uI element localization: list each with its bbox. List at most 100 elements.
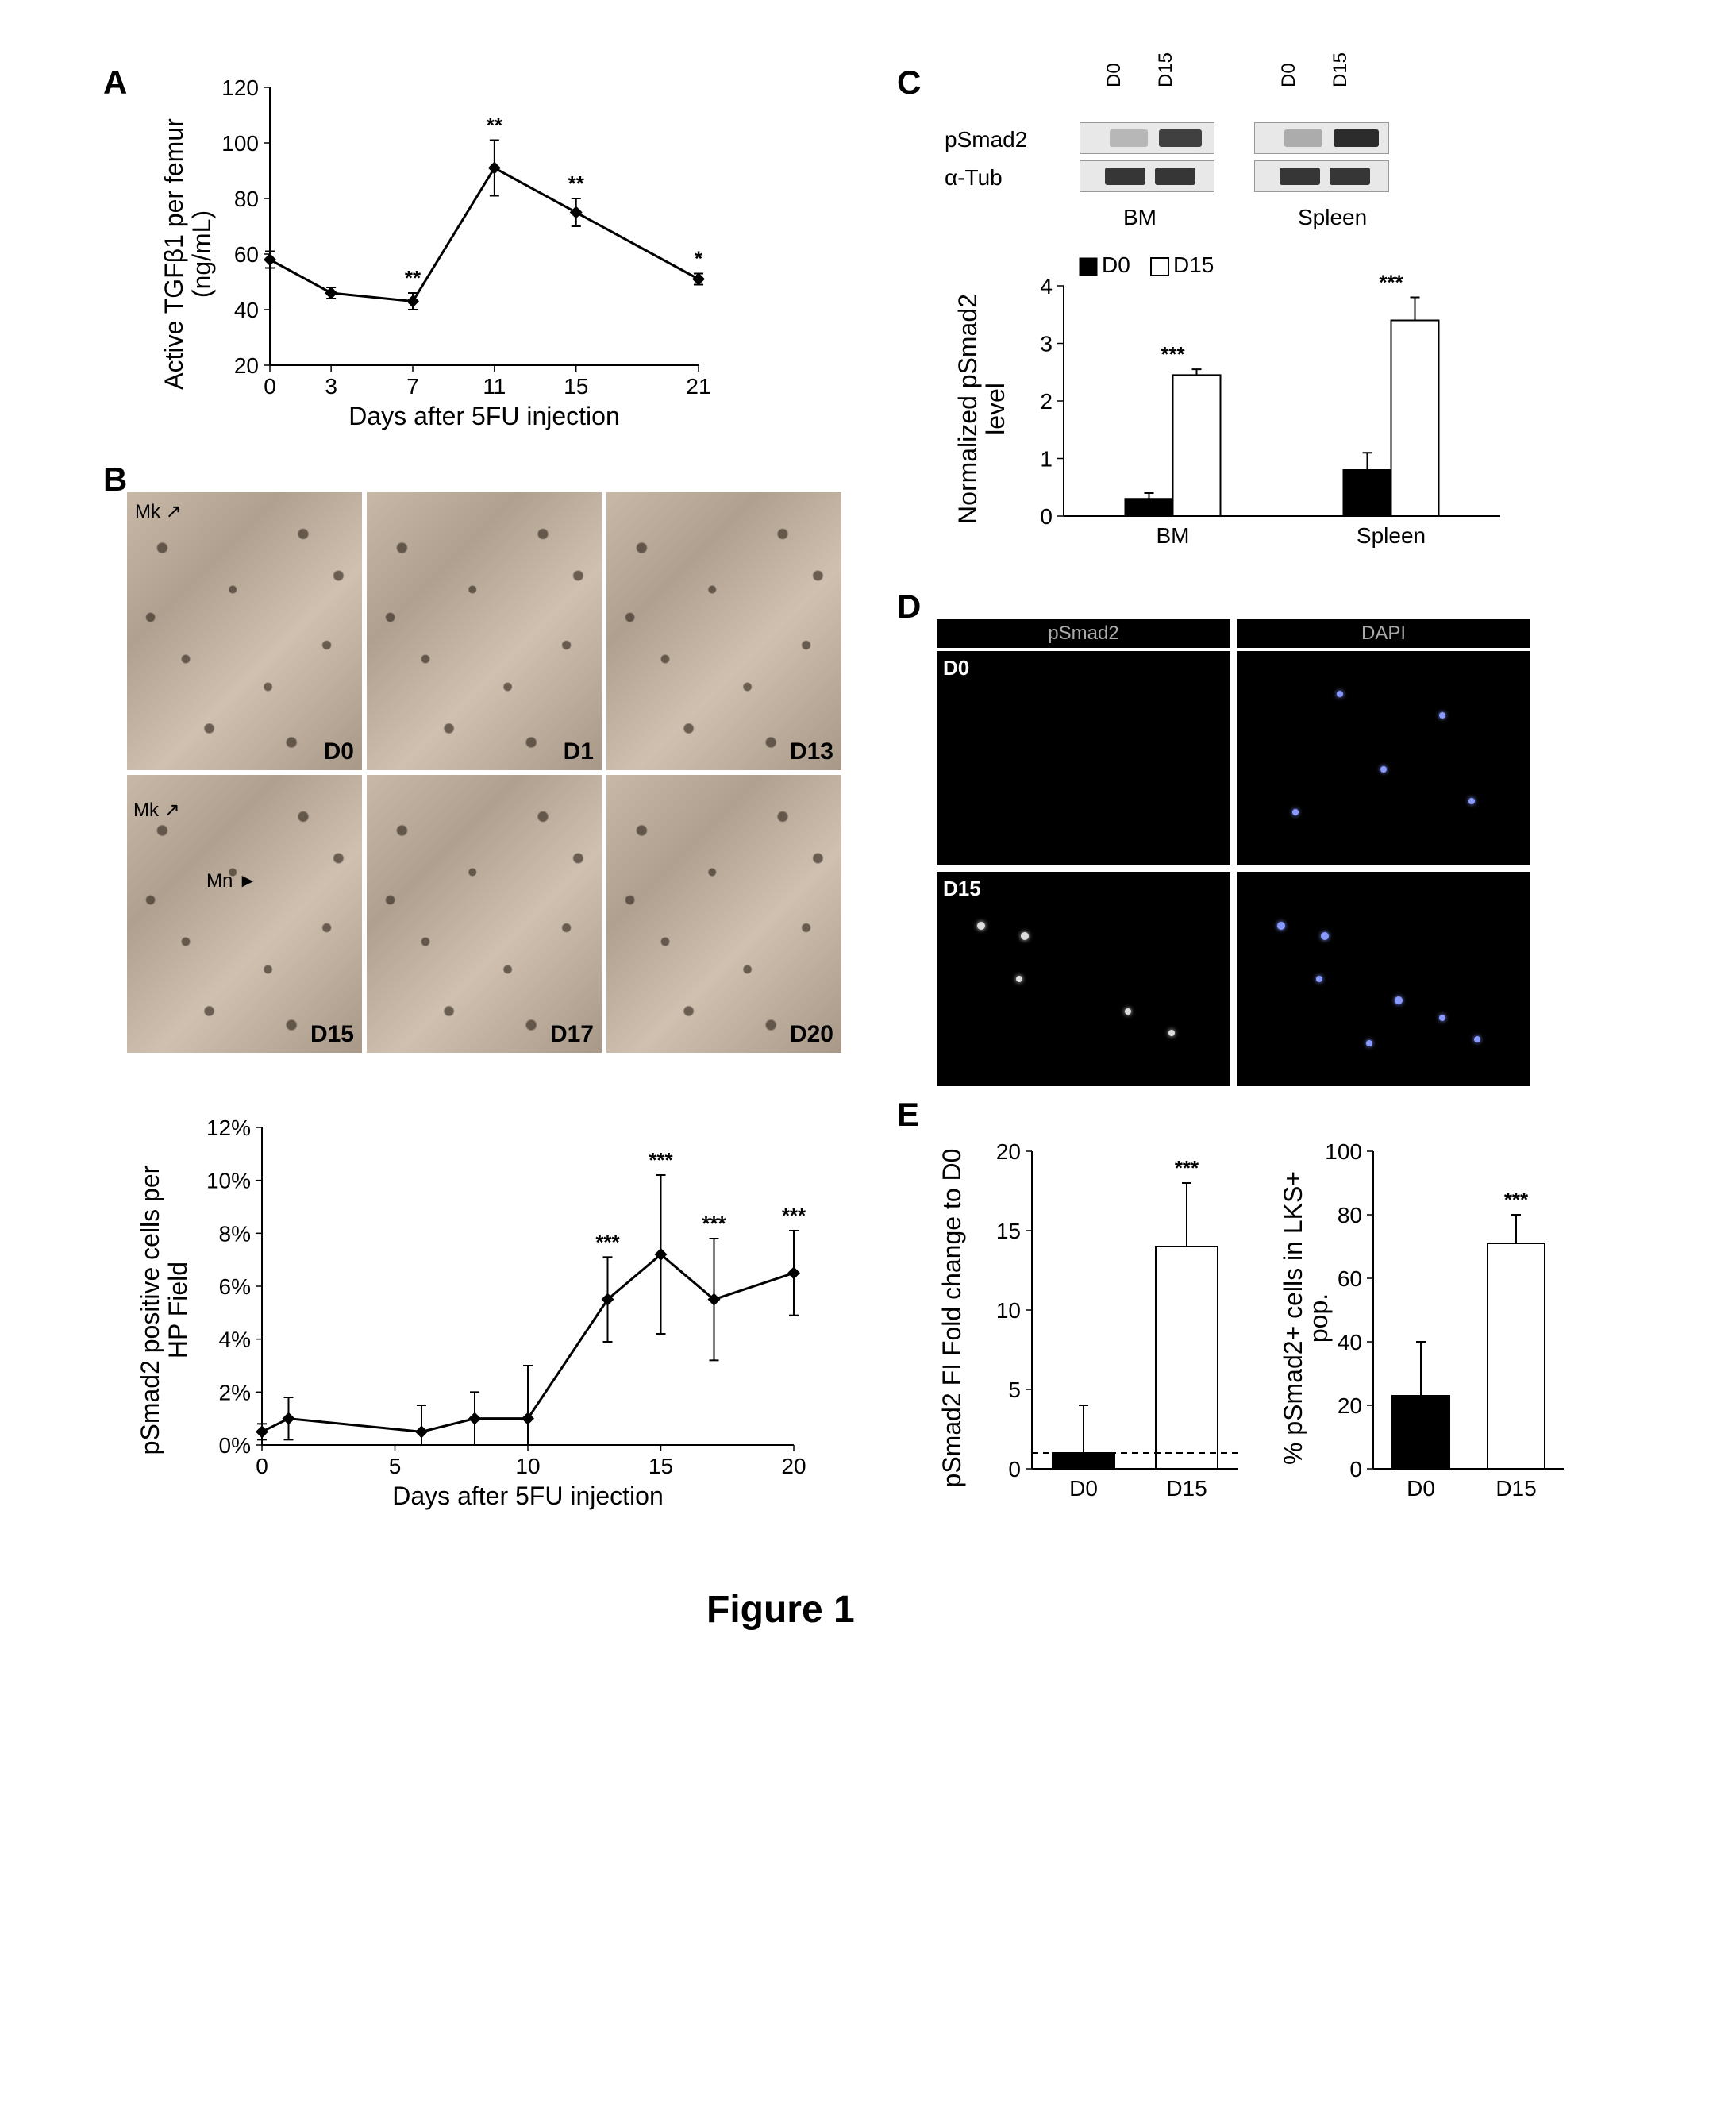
blot-strip	[1254, 160, 1389, 192]
figure-1-container: A 20406080100120037111521Active TGFβ1 pe…	[103, 64, 1627, 1969]
svg-text:8%: 8%	[219, 1221, 251, 1246]
svg-text:***: ***	[595, 1230, 620, 1254]
svg-text:2%: 2%	[219, 1380, 251, 1405]
blot-strip	[1080, 160, 1214, 192]
svg-text:20: 20	[234, 353, 259, 378]
histology-image-d13: D13	[606, 492, 841, 770]
svg-text:Active TGFβ1 per femur: Active TGFβ1 per femur	[160, 118, 188, 390]
svg-text:10: 10	[515, 1454, 540, 1478]
svg-text:***: ***	[1175, 1156, 1199, 1180]
svg-text:D15: D15	[1173, 254, 1214, 277]
svg-text:5: 5	[389, 1454, 402, 1478]
svg-text:***: ***	[1379, 271, 1403, 295]
svg-text:2: 2	[1040, 389, 1053, 414]
histology-label: D1	[564, 738, 594, 765]
panel-e-left-chart: 05101520pSmad2 FI Fold change to D0D0***…	[937, 1119, 1254, 1516]
svg-text:0: 0	[264, 374, 276, 399]
svg-text:10%: 10%	[206, 1169, 251, 1193]
svg-text:**: **	[487, 114, 503, 137]
panel-b-chart: 0%2%4%6%8%10%12%05101520pSmad2 positive …	[127, 1104, 818, 1516]
svg-text:Days after 5FU injection: Days after 5FU injection	[392, 1482, 663, 1510]
panel-c-blot: D0D15D0D15pSmad2α-TubBMSpleen	[945, 87, 1516, 246]
svg-text:100: 100	[1325, 1139, 1362, 1164]
histology-image-d1: D1	[367, 492, 602, 770]
svg-text:D15: D15	[1495, 1476, 1536, 1501]
panel-c-label: C	[897, 64, 921, 102]
histology-image-d15: D15Mk ↗Mn ►	[127, 775, 362, 1053]
svg-text:21: 21	[686, 374, 710, 399]
svg-text:15: 15	[564, 374, 588, 399]
svg-text:***: ***	[1161, 342, 1185, 366]
histology-image-d20: D20	[606, 775, 841, 1053]
blot-lane-label: D15	[1330, 52, 1352, 87]
svg-text:***: ***	[782, 1204, 806, 1227]
blot-lane-label: D0	[1103, 63, 1126, 87]
svg-text:60: 60	[1338, 1266, 1362, 1291]
histology-annotation: Mk ↗	[135, 500, 182, 523]
svg-text:Days after 5FU injection: Days after 5FU injection	[348, 402, 619, 430]
panel-a-chart: 20 40 60 80 100 120 0 3 7 11 15 21 Active TGFβ1 per …	[151, 71, 722, 437]
panel-b-label: B	[103, 460, 127, 499]
svg-text:0: 0	[256, 1454, 268, 1478]
svg-text:D0: D0	[1407, 1476, 1435, 1501]
svg-text:pSmad2 FI Fold change to D0: pSmad2 FI Fold change to D0	[937, 1149, 966, 1488]
panel-d-fluorescence: pSmad2DAPID0D15	[937, 619, 1540, 1092]
svg-text:10: 10	[996, 1298, 1021, 1323]
svg-text:20: 20	[996, 1139, 1021, 1164]
histology-annotation: Mk ↗	[133, 799, 180, 822]
panel-a-label: A	[103, 64, 127, 102]
svg-text:120: 120	[221, 75, 259, 100]
svg-text:3: 3	[325, 374, 337, 399]
histology-image-d0: D0Mk ↗	[127, 492, 362, 770]
svg-text:**: **	[568, 171, 585, 195]
svg-text:60: 60	[234, 242, 259, 267]
figure-caption: Figure 1	[706, 1588, 855, 1632]
svg-text:D0: D0	[1069, 1476, 1098, 1501]
svg-text:20: 20	[781, 1454, 806, 1478]
svg-text:D15: D15	[1166, 1476, 1207, 1501]
blot-row-label: α-Tub	[945, 165, 1003, 191]
panel-d-label: D	[897, 588, 921, 626]
svg-text:4: 4	[1040, 274, 1053, 299]
svg-text:D0: D0	[1102, 254, 1130, 277]
svg-text:pop.: pop.	[1304, 1293, 1333, 1343]
svg-text:**: **	[405, 266, 421, 290]
svg-text:0%: 0%	[219, 1433, 251, 1458]
blot-lane-label: D15	[1155, 52, 1177, 87]
blot-group-label: BM	[1123, 205, 1157, 230]
svg-text:BM: BM	[1157, 523, 1190, 548]
histology-label: D15	[310, 1021, 354, 1048]
panel-e-right-chart: 020406080100% pSmad2+ cells in LKS+pop.D…	[1278, 1119, 1580, 1516]
blot-row-label: pSmad2	[945, 127, 1027, 152]
svg-text:HP Field: HP Field	[164, 1262, 192, 1358]
svg-text:Normalized pSmad2: Normalized pSmad2	[953, 294, 982, 524]
fluor-image: D0	[937, 651, 1230, 865]
histology-label: D20	[790, 1021, 833, 1048]
svg-text:***: ***	[702, 1212, 726, 1235]
svg-text:11: 11	[483, 374, 506, 399]
svg-text:% pSmad2+ cells in LKS+: % pSmad2+ cells in LKS+	[1279, 1171, 1307, 1465]
fluor-image: D15	[937, 872, 1230, 1086]
svg-text:level: level	[981, 383, 1010, 435]
svg-text:80: 80	[234, 187, 259, 211]
svg-text:5: 5	[1008, 1378, 1021, 1402]
panel-c-bar-chart: 01234Normalized pSmad2levelD0D15***BM***…	[945, 254, 1516, 564]
svg-text:12%: 12%	[206, 1116, 251, 1140]
blot-strip	[1080, 122, 1214, 154]
blot-strip	[1254, 122, 1389, 154]
svg-text:*: *	[695, 247, 703, 271]
svg-text:40: 40	[234, 298, 259, 322]
svg-text:20: 20	[1338, 1393, 1362, 1418]
svg-text:0: 0	[1349, 1457, 1362, 1482]
svg-text:40: 40	[1338, 1330, 1362, 1354]
fluor-image	[1237, 651, 1530, 865]
fluor-header: pSmad2	[937, 619, 1230, 648]
fluor-row-label: D0	[943, 656, 969, 680]
histology-image-d17: D17	[367, 775, 602, 1053]
svg-text:100: 100	[221, 131, 259, 156]
histology-label: D13	[790, 738, 833, 765]
svg-text:0: 0	[1008, 1457, 1021, 1482]
fluor-row-label: D15	[943, 877, 981, 901]
svg-text:3: 3	[1040, 332, 1053, 356]
svg-text:7: 7	[406, 374, 419, 399]
